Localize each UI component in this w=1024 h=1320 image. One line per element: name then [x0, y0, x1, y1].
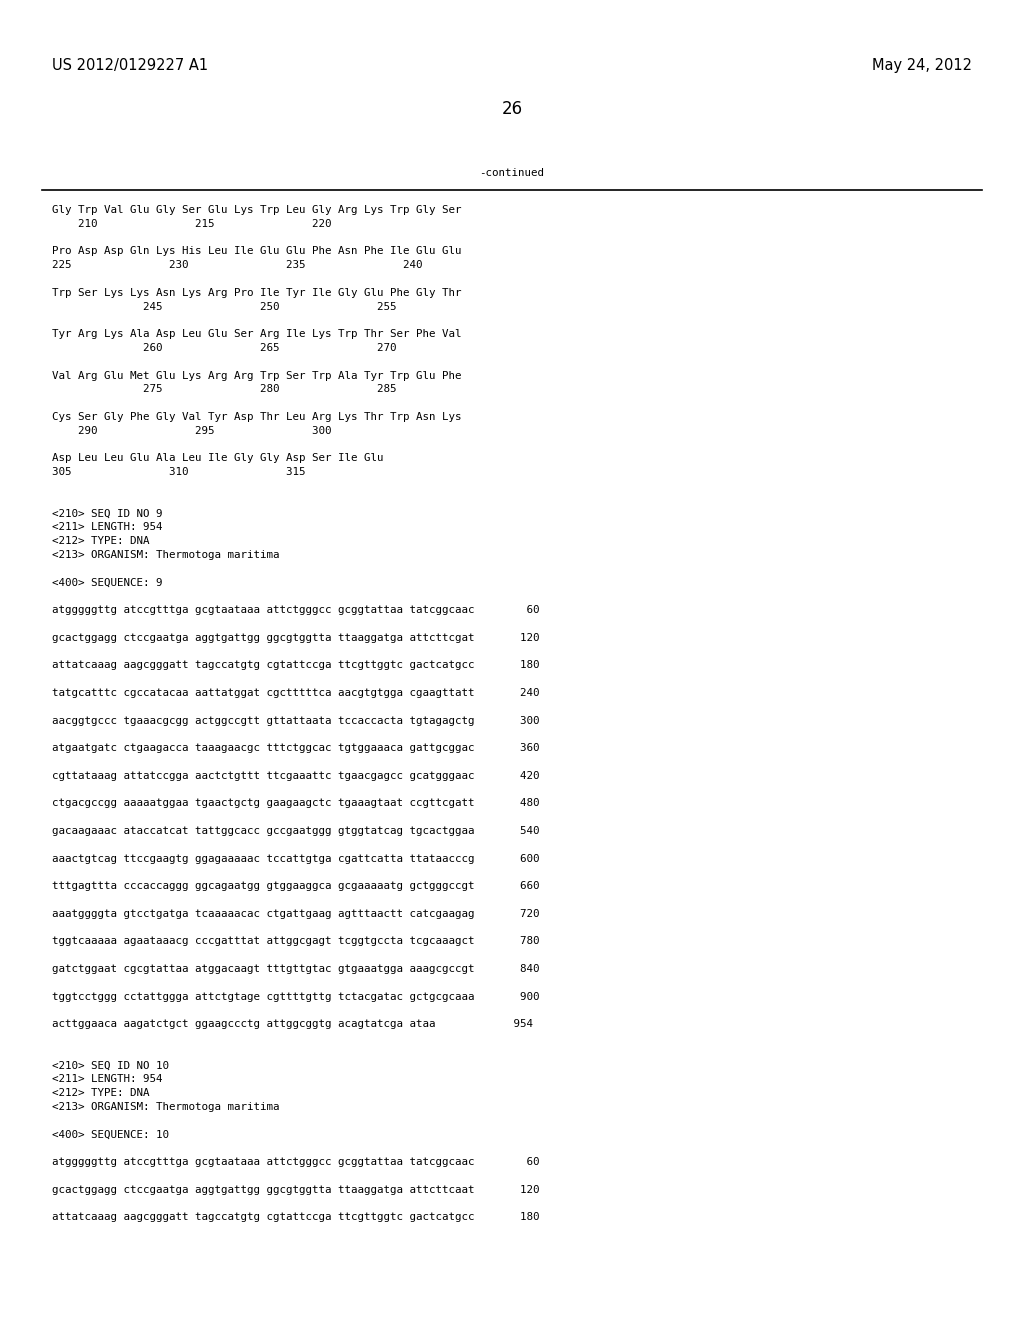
- Text: tttgagttta cccaccaggg ggcagaatgg gtggaaggca gcgaaaaatg gctgggccgt       660: tttgagttta cccaccaggg ggcagaatgg gtggaag…: [52, 882, 540, 891]
- Text: 275               280               285: 275 280 285: [52, 384, 396, 395]
- Text: attatcaaag aagcgggatt tagccatgtg cgtattccga ttcgttggtc gactcatgcc       180: attatcaaag aagcgggatt tagccatgtg cgtattc…: [52, 660, 540, 671]
- Text: gcactggagg ctccgaatga aggtgattgg ggcgtggtta ttaaggatga attcttcaat       120: gcactggagg ctccgaatga aggtgattgg ggcgtgg…: [52, 1185, 540, 1195]
- Text: 210               215               220: 210 215 220: [52, 219, 332, 228]
- Text: US 2012/0129227 A1: US 2012/0129227 A1: [52, 58, 208, 73]
- Text: ctgacgccgg aaaaatggaa tgaactgctg gaagaagctc tgaaagtaat ccgttcgatt       480: ctgacgccgg aaaaatggaa tgaactgctg gaagaag…: [52, 799, 540, 808]
- Text: atgggggttg atccgtttga gcgtaataaa attctgggcc gcggtattaa tatcggcaac        60: atgggggttg atccgtttga gcgtaataaa attctgg…: [52, 1158, 540, 1167]
- Text: aacggtgccc tgaaacgcgg actggccgtt gttattaata tccaccacta tgtagagctg       300: aacggtgccc tgaaacgcgg actggccgtt gttatta…: [52, 715, 540, 726]
- Text: <210> SEQ ID NO 9: <210> SEQ ID NO 9: [52, 508, 163, 519]
- Text: <211> LENGTH: 954: <211> LENGTH: 954: [52, 523, 163, 532]
- Text: Trp Ser Lys Lys Asn Lys Arg Pro Ile Tyr Ile Gly Glu Phe Gly Thr: Trp Ser Lys Lys Asn Lys Arg Pro Ile Tyr …: [52, 288, 462, 298]
- Text: atgggggttg atccgtttga gcgtaataaa attctgggcc gcggtattaa tatcggcaac        60: atgggggttg atccgtttga gcgtaataaa attctgg…: [52, 605, 540, 615]
- Text: Cys Ser Gly Phe Gly Val Tyr Asp Thr Leu Arg Lys Thr Trp Asn Lys: Cys Ser Gly Phe Gly Val Tyr Asp Thr Leu …: [52, 412, 462, 422]
- Text: <400> SEQUENCE: 9: <400> SEQUENCE: 9: [52, 578, 163, 587]
- Text: 245               250               255: 245 250 255: [52, 301, 396, 312]
- Text: <211> LENGTH: 954: <211> LENGTH: 954: [52, 1074, 163, 1085]
- Text: 26: 26: [502, 100, 522, 117]
- Text: cgttataaag attatccgga aactctgttt ttcgaaattc tgaacgagcc gcatgggaac       420: cgttataaag attatccgga aactctgttt ttcgaaa…: [52, 771, 540, 781]
- Text: 225               230               235               240: 225 230 235 240: [52, 260, 423, 271]
- Text: Asp Leu Leu Glu Ala Leu Ile Gly Gly Asp Ser Ile Glu: Asp Leu Leu Glu Ala Leu Ile Gly Gly Asp …: [52, 453, 384, 463]
- Text: atgaatgatc ctgaagacca taaagaacgc tttctggcac tgtggaaaca gattgcggac       360: atgaatgatc ctgaagacca taaagaacgc tttctgg…: [52, 743, 540, 754]
- Text: Tyr Arg Lys Ala Asp Leu Glu Ser Arg Ile Lys Trp Thr Ser Phe Val: Tyr Arg Lys Ala Asp Leu Glu Ser Arg Ile …: [52, 329, 462, 339]
- Text: <210> SEQ ID NO 10: <210> SEQ ID NO 10: [52, 1060, 169, 1071]
- Text: aaatggggta gtcctgatga tcaaaaacac ctgattgaag agtttaactt catcgaagag       720: aaatggggta gtcctgatga tcaaaaacac ctgattg…: [52, 908, 540, 919]
- Text: tggtcaaaaa agaataaacg cccgatttat attggcgagt tcggtgccta tcgcaaagct       780: tggtcaaaaa agaataaacg cccgatttat attggcg…: [52, 936, 540, 946]
- Text: May 24, 2012: May 24, 2012: [872, 58, 972, 73]
- Text: <213> ORGANISM: Thermotoga maritima: <213> ORGANISM: Thermotoga maritima: [52, 1102, 280, 1111]
- Text: tggtcctggg cctattggga attctgtage cgttttgttg tctacgatac gctgcgcaaa       900: tggtcctggg cctattggga attctgtage cgttttg…: [52, 991, 540, 1002]
- Text: 290               295               300: 290 295 300: [52, 426, 332, 436]
- Text: <213> ORGANISM: Thermotoga maritima: <213> ORGANISM: Thermotoga maritima: [52, 550, 280, 560]
- Text: -continued: -continued: [479, 168, 545, 178]
- Text: 305               310               315: 305 310 315: [52, 467, 305, 478]
- Text: tatgcatttc cgccatacaa aattatggat cgctttttca aacgtgtgga cgaagttatt       240: tatgcatttc cgccatacaa aattatggat cgctttt…: [52, 688, 540, 698]
- Text: aaactgtcag ttccgaagtg ggagaaaaac tccattgtga cgattcatta ttataacccg       600: aaactgtcag ttccgaagtg ggagaaaaac tccattg…: [52, 854, 540, 863]
- Text: 260               265               270: 260 265 270: [52, 343, 396, 352]
- Text: gatctggaat cgcgtattaa atggacaagt tttgttgtac gtgaaatgga aaagcgccgt       840: gatctggaat cgcgtattaa atggacaagt tttgttg…: [52, 964, 540, 974]
- Text: Val Arg Glu Met Glu Lys Arg Arg Trp Ser Trp Ala Tyr Trp Glu Phe: Val Arg Glu Met Glu Lys Arg Arg Trp Ser …: [52, 371, 462, 380]
- Text: Pro Asp Asp Gln Lys His Leu Ile Glu Glu Phe Asn Phe Ile Glu Glu: Pro Asp Asp Gln Lys His Leu Ile Glu Glu …: [52, 247, 462, 256]
- Text: <400> SEQUENCE: 10: <400> SEQUENCE: 10: [52, 1130, 169, 1139]
- Text: Gly Trp Val Glu Gly Ser Glu Lys Trp Leu Gly Arg Lys Trp Gly Ser: Gly Trp Val Glu Gly Ser Glu Lys Trp Leu …: [52, 205, 462, 215]
- Text: gacaagaaac ataccatcat tattggcacc gccgaatggg gtggtatcag tgcactggaa       540: gacaagaaac ataccatcat tattggcacc gccgaat…: [52, 826, 540, 836]
- Text: <212> TYPE: DNA: <212> TYPE: DNA: [52, 1088, 150, 1098]
- Text: <212> TYPE: DNA: <212> TYPE: DNA: [52, 536, 150, 546]
- Text: gcactggagg ctccgaatga aggtgattgg ggcgtggtta ttaaggatga attcttcgat       120: gcactggagg ctccgaatga aggtgattgg ggcgtgg…: [52, 632, 540, 643]
- Text: attatcaaag aagcgggatt tagccatgtg cgtattccga ttcgttggtc gactcatgcc       180: attatcaaag aagcgggatt tagccatgtg cgtattc…: [52, 1212, 540, 1222]
- Text: acttggaaca aagatctgct ggaagccctg attggcggtg acagtatcga ataa            954: acttggaaca aagatctgct ggaagccctg attggcg…: [52, 1019, 534, 1030]
